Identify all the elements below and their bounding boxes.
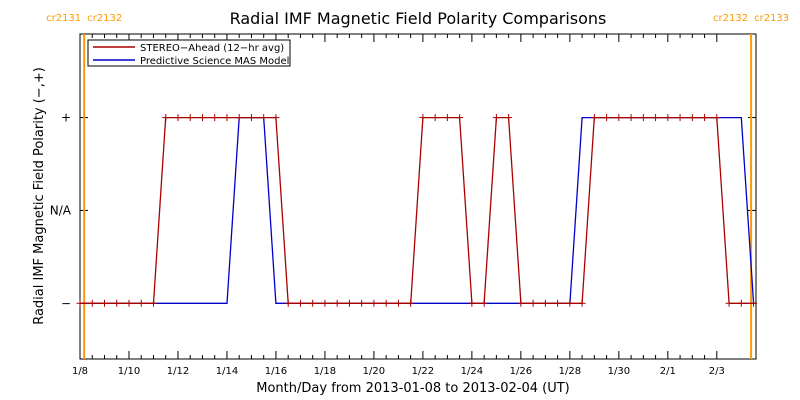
stereo-data-point [676, 114, 684, 122]
stereo-data-point [456, 114, 464, 122]
x-tick-label: 1/24 [461, 366, 483, 377]
x-axis-label: Month/Day from 2013-01-08 to 2013-02-04 … [256, 381, 569, 396]
stereo-data-point [713, 114, 721, 122]
stereo-data-point [639, 114, 647, 122]
carrington-lines [83, 34, 753, 359]
stereo-data-point [725, 299, 733, 307]
stereo-data-point [652, 114, 660, 122]
carrington-label-left: cr2131 [46, 13, 81, 24]
stereo-data-point [590, 114, 598, 122]
legend: STEREO−Ahead (12−hr avg) Predictive Scie… [87, 39, 291, 67]
x-tick-label: 1/8 [72, 366, 88, 377]
stereo-data-point [174, 114, 182, 122]
stereo-data-point [664, 114, 672, 122]
stereo-data-point [125, 299, 133, 307]
x-tick-label: 1/10 [118, 366, 140, 377]
stereo-data-point [149, 299, 157, 307]
stereo-data-point [505, 114, 513, 122]
legend-label-mas-model: Predictive Science MAS Model [140, 56, 289, 67]
stereo-data-point [529, 299, 537, 307]
legend-box [87, 39, 291, 67]
y-tick-label: − [61, 296, 71, 310]
stereo-data-point [468, 299, 476, 307]
stereo-data-point [272, 114, 280, 122]
stereo-data-point [235, 114, 243, 122]
x-tick-label: 1/28 [559, 366, 581, 377]
stereo-data-point [137, 299, 145, 307]
series-markers [76, 114, 758, 307]
stereo-data-point [407, 299, 415, 307]
stereo-data-point [186, 114, 194, 122]
stereo-data-point [627, 114, 635, 122]
stereo-data-point [370, 299, 378, 307]
x-tick-label: 1/14 [216, 366, 238, 377]
x-tick-label: 1/20 [363, 366, 385, 377]
carrington-label-right: cr2133 [754, 13, 789, 24]
x-tick-label: 1/12 [167, 366, 189, 377]
stereo-data-point [517, 299, 525, 307]
x-tick-label: 1/18 [314, 366, 336, 377]
x-tick-label: 1/30 [608, 366, 630, 377]
y-axis-label: Radial IMF Magnetic Field Polarity (−,+) [32, 67, 47, 325]
stereo-data-point [480, 299, 488, 307]
stereo-data-point [578, 299, 586, 307]
y-tick-label: + [61, 111, 71, 125]
stereo-data-point [345, 299, 353, 307]
x-tick-label: 2/3 [709, 366, 725, 377]
stereo-data-point [309, 299, 317, 307]
stereo-data-point [492, 114, 500, 122]
stereo-data-point [566, 299, 574, 307]
stereo-data-point [737, 299, 745, 307]
stereo-data-point [443, 114, 451, 122]
stereo-data-point [76, 299, 84, 307]
stereo-data-point [419, 114, 427, 122]
stereo-data-point [223, 114, 231, 122]
stereo-data-point [603, 114, 611, 122]
stereo-data-point [541, 299, 549, 307]
plot-frame [79, 33, 757, 360]
stereo-data-point [701, 114, 709, 122]
stereo-data-point [198, 114, 206, 122]
x-tick-label: 1/26 [510, 366, 532, 377]
stereo-data-point [162, 114, 170, 122]
carrington-labels: cr2131 cr2132 cr2132 cr2133 [46, 13, 789, 24]
stereo-data-point [100, 299, 108, 307]
x-tick-label: 1/16 [265, 366, 287, 377]
carrington-label-left: cr2132 [713, 13, 748, 24]
stereo-data-point [88, 299, 96, 307]
stereo-data-point [321, 299, 329, 307]
stereo-data-point [211, 114, 219, 122]
y-tick-label: N/A [50, 203, 72, 217]
chart-title: Radial IMF Magnetic Field Polarity Compa… [230, 9, 607, 28]
stereo-data-point [750, 299, 758, 307]
stereo-data-point [284, 299, 292, 307]
carrington-label-right: cr2132 [87, 13, 122, 24]
stereo-data-point [554, 299, 562, 307]
stereo-data-point [113, 299, 121, 307]
stereo-data-point [260, 114, 268, 122]
stereo-data-point [431, 114, 439, 122]
stereo-data-point [247, 114, 255, 122]
x-tick-label: 2/1 [660, 366, 676, 377]
stereo-data-point [333, 299, 341, 307]
stereo-data-point [296, 299, 304, 307]
stereo-data-point [358, 299, 366, 307]
stereo-data-point [394, 299, 402, 307]
legend-label-stereo: STEREO−Ahead (12−hr avg) [140, 43, 284, 54]
stereo-data-point [688, 114, 696, 122]
stereo-data-point [615, 114, 623, 122]
x-tick-label: 1/22 [412, 366, 434, 377]
stereo-data-point [382, 299, 390, 307]
